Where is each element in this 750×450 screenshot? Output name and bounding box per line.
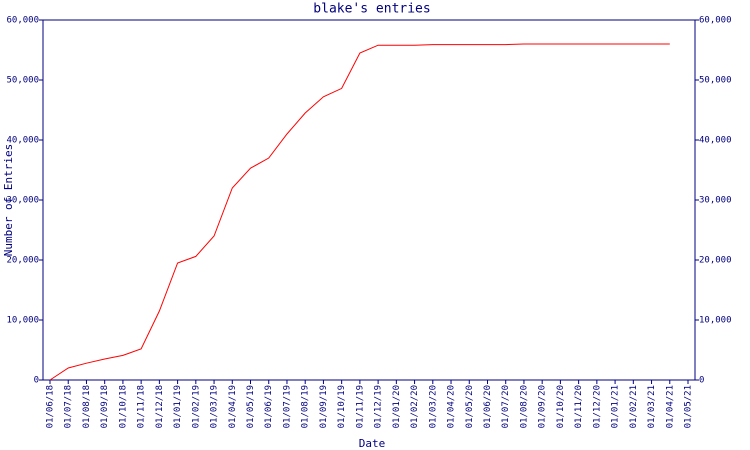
- x-tick-label: 01/10/18: [118, 385, 128, 428]
- x-tick-label: 01/03/21: [647, 385, 657, 428]
- chart-title: blake's entries: [313, 2, 430, 17]
- x-tick-label: 01/07/20: [501, 385, 511, 428]
- y-tick-label: 60,000: [6, 16, 39, 26]
- x-tick-label: 01/02/20: [410, 385, 420, 428]
- y2-tick-label: 10,000: [699, 316, 732, 326]
- x-tick-label: 01/03/20: [428, 385, 438, 428]
- y-tick-label: 50,000: [6, 76, 39, 86]
- x-tick-label: 01/04/19: [228, 385, 238, 428]
- y-tick-label: 40,000: [6, 136, 39, 146]
- x-tick-label: 01/10/20: [556, 385, 566, 428]
- x-tick-label: 01/01/20: [392, 385, 402, 428]
- x-tick-label: 01/05/20: [465, 385, 475, 428]
- x-tick-label: 01/05/19: [246, 385, 256, 428]
- x-axis-label: Date: [359, 437, 386, 450]
- x-tick-label: 01/09/19: [319, 385, 329, 428]
- x-tick-label: 01/06/18: [46, 385, 56, 428]
- x-tick-label: 01/11/20: [574, 385, 584, 428]
- y2-tick-label: 30,000: [699, 196, 732, 206]
- x-tick-label: 01/02/19: [191, 385, 201, 428]
- x-tick-label: 01/08/19: [301, 385, 311, 428]
- x-tick-label: 01/01/21: [611, 385, 621, 428]
- x-tick-label: 01/08/20: [519, 385, 529, 428]
- x-tick-label: 01/06/20: [483, 385, 493, 428]
- x-tick-label: 01/08/18: [82, 385, 92, 428]
- y2-tick-label: 0: [699, 376, 704, 386]
- x-tick-label: 01/03/19: [210, 385, 220, 428]
- x-tick-label: 01/04/20: [447, 385, 457, 428]
- x-tick-label: 01/02/21: [629, 385, 639, 428]
- x-tick-label: 01/11/19: [355, 385, 365, 428]
- y-tick-label: 0: [34, 376, 39, 386]
- y-tick-label: 30,000: [6, 196, 39, 206]
- x-tick-label: 01/06/19: [264, 385, 274, 428]
- plot-frame: [42, 19, 696, 381]
- y2-tick-label: 20,000: [699, 256, 732, 266]
- y-tick-label: 10,000: [6, 316, 39, 326]
- x-tick-label: 01/04/21: [665, 385, 675, 428]
- x-tick-label: 01/07/18: [64, 385, 74, 428]
- x-tick-label: 01/09/18: [100, 385, 110, 428]
- x-tick-label: 01/01/19: [173, 385, 183, 428]
- x-tick-label: 01/11/18: [137, 385, 147, 428]
- y-axis-label: Number of Entries: [2, 144, 15, 257]
- y2-tick-label: 50,000: [699, 76, 732, 86]
- x-tick-label: 01/12/20: [592, 385, 602, 428]
- x-tick-label: 01/05/21: [684, 385, 694, 428]
- y-tick-label: 20,000: [6, 256, 39, 266]
- x-tick-label: 01/10/19: [337, 385, 347, 428]
- data-line: [49, 43, 670, 381]
- x-tick-label: 01/09/20: [538, 385, 548, 428]
- x-tick-label: 01/12/19: [374, 385, 384, 428]
- x-tick-label: 01/07/19: [282, 385, 292, 428]
- y2-tick-label: 40,000: [699, 136, 732, 146]
- x-tick-label: 01/12/18: [155, 385, 165, 428]
- y2-tick-label: 60,000: [699, 16, 732, 26]
